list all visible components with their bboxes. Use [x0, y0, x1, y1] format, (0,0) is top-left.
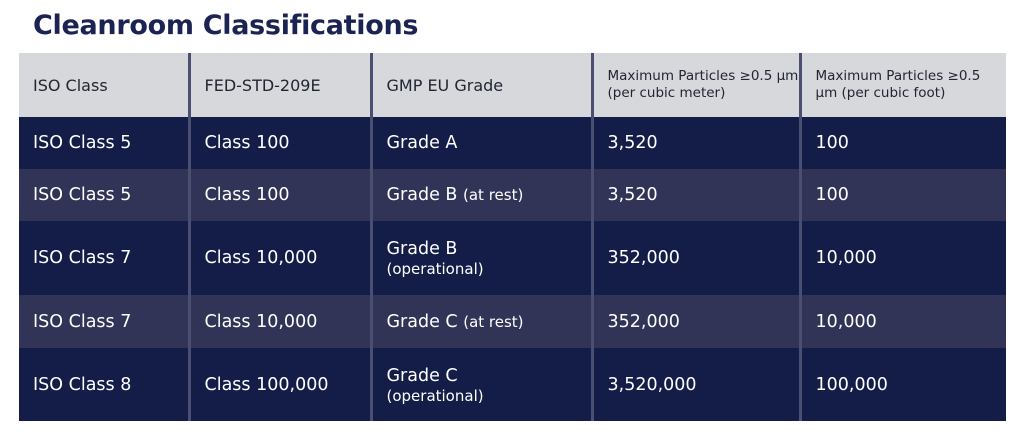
cell-per-m3: 352,000 [590, 221, 800, 295]
page-title: Cleanroom Classifications [33, 10, 419, 41]
cell-per-ft3: 10,000 [798, 295, 1006, 348]
cell-fed: Class 100,000 [187, 348, 371, 421]
gmp-grade: Grade B [386, 185, 458, 205]
cell-fed: Class 10,000 [187, 221, 371, 295]
table-row: ISO Class 5 Class 100 Grade B (at rest) … [19, 169, 1006, 221]
cell-per-ft3: 100,000 [798, 348, 1006, 421]
gmp-grade: Grade B [386, 239, 458, 259]
cell-iso: ISO Class 8 [33, 374, 132, 395]
gmp-note: (at rest) [463, 312, 524, 331]
gmp-grade: Grade A [386, 133, 458, 153]
cell-gmp: Grade C (at rest) [369, 295, 592, 348]
gmp-note: (at rest) [463, 186, 524, 204]
cell-per-m3: 3,520 [590, 169, 800, 221]
cleanroom-classification-table: ISO Class FED-STD-209E GMP EU Grade Maxi… [19, 53, 1006, 421]
table-row: ISO Class 7 Class 10,000 Grade B (operati… [19, 221, 1006, 295]
cell-fed: Class 100 [187, 169, 371, 221]
gmp-note: (operational) [386, 386, 484, 405]
gmp-grade: Grade C [386, 311, 458, 332]
cell-fed: Class 100 [187, 117, 371, 169]
table-row: ISO Class 8 Class 100,000 Grade C (operat… [19, 348, 1006, 421]
header-fed-std: FED-STD-209E [187, 53, 371, 117]
cell-per-m3: 3,520 [590, 117, 800, 169]
gmp-grade: Grade C [386, 365, 458, 386]
cell-per-m3: 352,000 [590, 295, 800, 348]
gmp-note: (operational) [386, 260, 484, 278]
header-iso-class: ISO Class [33, 75, 108, 95]
table-row: ISO Class 5 Class 100 Grade A 3,520 100 [19, 117, 1006, 169]
table-header-row: ISO Class FED-STD-209E GMP EU Grade Maxi… [19, 53, 1006, 117]
table-row: ISO Class 7 Class 10,000 Grade C (at res… [19, 295, 1006, 348]
cell-iso: ISO Class 7 [33, 311, 132, 332]
cell-fed: Class 10,000 [187, 295, 371, 348]
cell-per-ft3: 100 [798, 169, 1006, 221]
cell-iso: ISO Class 7 [33, 248, 132, 268]
cell-gmp: Grade B (operational) [369, 221, 592, 295]
cell-iso: ISO Class 5 [33, 133, 132, 153]
cell-gmp: Grade A [369, 117, 592, 169]
header-gmp-grade: GMP EU Grade [369, 53, 592, 117]
cell-per-ft3: 100 [798, 117, 1006, 169]
cell-per-ft3: 10,000 [798, 221, 1006, 295]
cell-iso: ISO Class 5 [33, 185, 132, 205]
header-particles-per-m3: Maximum Particles ≥0.5 µm (per cubic met… [590, 53, 800, 117]
cell-per-m3: 3,520,000 [590, 348, 800, 421]
cell-gmp: Grade B (at rest) [369, 169, 592, 221]
cell-gmp: Grade C (operational) [369, 348, 592, 421]
header-particles-per-ft3: Maximum Particles ≥0.5 µm (per cubic foo… [798, 53, 1006, 117]
